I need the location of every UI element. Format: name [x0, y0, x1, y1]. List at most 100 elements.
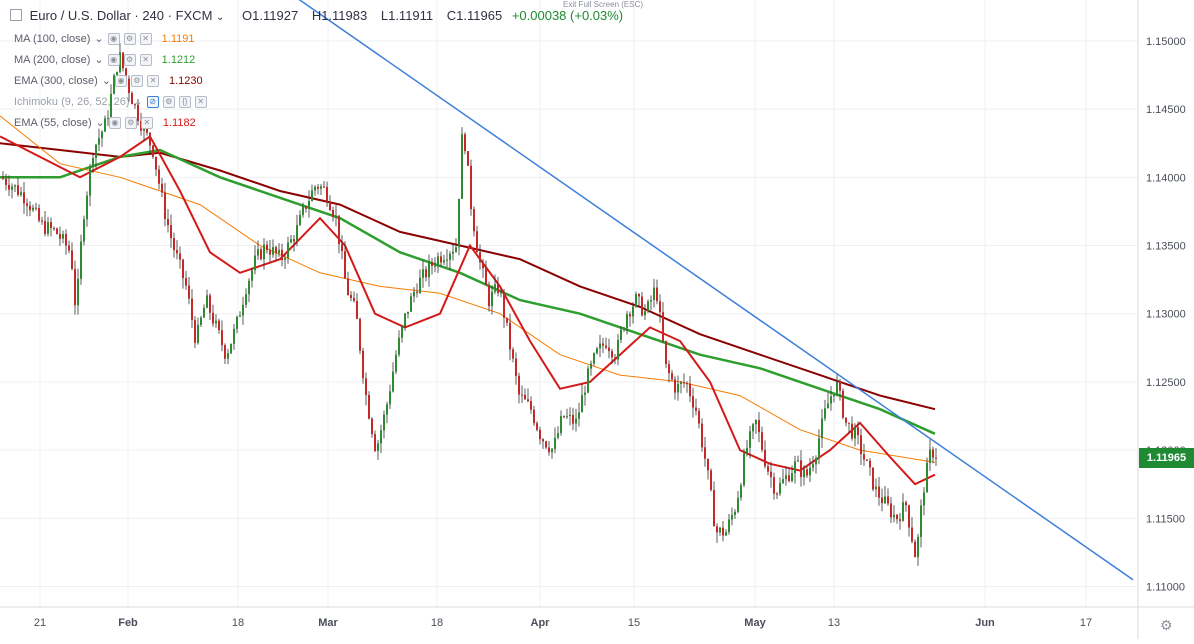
candle-body	[200, 317, 202, 325]
candle-body	[314, 186, 316, 191]
candle-body	[485, 268, 487, 286]
candle-body	[173, 238, 175, 251]
candle-body	[188, 285, 190, 299]
hidden-eye-icon[interactable]: ⊘	[146, 95, 159, 108]
candle-body	[821, 418, 823, 439]
candle-body	[119, 52, 121, 72]
candle-body	[395, 354, 397, 372]
candle-body	[44, 221, 46, 234]
candle-body	[287, 242, 289, 259]
candle-body	[866, 459, 868, 461]
candle-body	[815, 458, 817, 465]
candle-body	[473, 209, 475, 232]
candle-body	[86, 195, 88, 220]
candle-body	[341, 244, 343, 252]
candle-body	[203, 307, 205, 318]
candle-body	[662, 312, 664, 341]
eye-icon[interactable]: ◉	[107, 32, 120, 45]
candle-body	[128, 78, 130, 94]
chevron-down-icon[interactable]: ⌄	[133, 96, 143, 108]
candle-body	[818, 438, 820, 459]
candle-body	[611, 351, 613, 358]
candle-body	[254, 255, 256, 271]
gear-icon[interactable]: ⚙	[162, 95, 175, 108]
candle-body	[134, 104, 136, 106]
eye-icon[interactable]: ◉	[114, 74, 127, 87]
study-ma100[interactable]: MA (100, close) ⌄ ◉ ⚙ ✕ 1.1191	[14, 32, 194, 45]
close-icon[interactable]: ✕	[140, 116, 153, 129]
candle-body	[5, 178, 7, 185]
eye-icon[interactable]: ◉	[108, 116, 121, 129]
candle-body	[104, 118, 106, 132]
candle-body	[623, 328, 625, 330]
study-label[interactable]: Ichimoku (9, 26, 52, 26)	[14, 95, 130, 108]
candle-body	[422, 269, 424, 278]
candle-body	[620, 329, 622, 340]
candle-body	[746, 447, 748, 454]
close-icon[interactable]: ✕	[194, 95, 207, 108]
study-ma200[interactable]: MA (200, close) ⌄ ◉ ⚙ ✕ 1.1212	[14, 53, 195, 66]
candle-body	[914, 541, 916, 558]
candle-body	[113, 75, 115, 94]
study-value: 1.1212	[161, 53, 196, 66]
close-icon[interactable]: ✕	[146, 74, 159, 87]
study-label[interactable]: MA (100, close)	[14, 32, 91, 45]
candle-body	[503, 292, 505, 318]
candle-body	[89, 166, 91, 196]
chevron-down-icon[interactable]: ⌄	[94, 33, 104, 45]
chevron-down-icon[interactable]: ⌄	[94, 54, 104, 66]
candle-body	[884, 496, 886, 504]
candle-body	[842, 390, 844, 418]
candle-body	[146, 125, 148, 133]
candle-body	[74, 268, 76, 306]
study-ichimoku[interactable]: Ichimoku (9, 26, 52, 26) ⌄ ⊘ ⚙{} ✕	[14, 95, 207, 108]
gear-icon[interactable]: ⚙	[123, 53, 136, 66]
candle-body	[167, 219, 169, 226]
gear-icon[interactable]: ⚙	[123, 32, 136, 45]
candle-body	[908, 505, 910, 528]
candle-body	[251, 270, 253, 281]
candle-body	[206, 295, 208, 308]
candle-body	[47, 221, 49, 234]
candle-body	[383, 414, 385, 431]
close-icon[interactable]: ✕	[139, 32, 152, 45]
candle-body	[674, 379, 676, 393]
candle-body	[290, 239, 292, 243]
chevron-down-icon[interactable]: ⌄	[101, 75, 111, 87]
gear-icon[interactable]: ⚙	[130, 74, 143, 87]
study-ema55[interactable]: EMA (55, close) ⌄ ◉ ⚙ ✕ 1.1182	[14, 116, 196, 129]
candle-body	[704, 447, 706, 459]
candle-body	[689, 383, 691, 397]
candle-body	[239, 315, 241, 317]
eye-icon[interactable]: ◉	[107, 53, 120, 66]
candle-body	[911, 527, 913, 542]
chevron-down-icon[interactable]: ⌄	[216, 12, 225, 23]
candle-body	[332, 210, 334, 217]
candle-body	[176, 250, 178, 254]
candle-body	[725, 532, 727, 536]
study-label[interactable]: EMA (300, close)	[14, 74, 98, 87]
x-tick-label: 15	[628, 617, 640, 629]
candle-body	[440, 256, 442, 263]
candle-body	[890, 503, 892, 518]
chevron-down-icon[interactable]: ⌄	[95, 117, 105, 129]
source-code-icon[interactable]: {}	[178, 95, 191, 108]
study-label[interactable]: MA (200, close)	[14, 53, 91, 66]
candle-body	[260, 249, 262, 260]
collapse-icon[interactable]	[10, 9, 22, 21]
x-tick-label: May	[744, 617, 766, 629]
study-label[interactable]: EMA (55, close)	[14, 116, 92, 129]
candle-body	[413, 291, 415, 297]
candle-body	[560, 416, 562, 434]
candle-body	[794, 461, 796, 474]
candle-body	[872, 467, 874, 490]
close-icon[interactable]: ✕	[139, 53, 152, 66]
exit-fullscreen-hint[interactable]: Exit Full Screen (ESC)	[563, 0, 644, 9]
gear-icon[interactable]: ⚙	[1160, 617, 1173, 633]
symbol-title[interactable]: Euro / U.S. Dollar · 240 · FXCM	[29, 8, 213, 23]
gear-icon[interactable]: ⚙	[124, 116, 137, 129]
candle-body	[863, 454, 865, 460]
candle-body	[71, 250, 73, 269]
study-ema300[interactable]: EMA (300, close) ⌄ ◉ ⚙ ✕ 1.1230	[14, 74, 203, 87]
candle-body	[578, 412, 580, 419]
